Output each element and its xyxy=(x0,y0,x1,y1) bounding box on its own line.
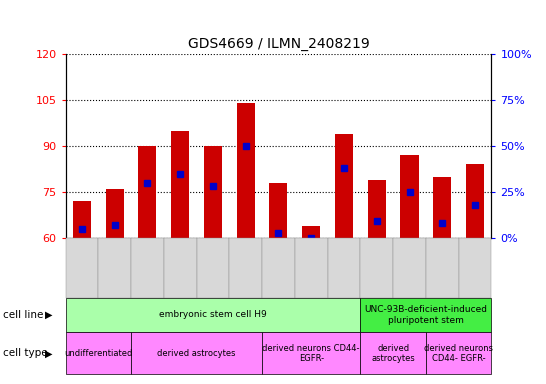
Bar xyxy=(106,189,123,238)
Bar xyxy=(368,180,386,238)
Text: derived neurons
CD44- EGFR-: derived neurons CD44- EGFR- xyxy=(424,344,493,363)
Text: embryonic stem cell H9: embryonic stem cell H9 xyxy=(159,310,267,319)
Bar xyxy=(434,177,452,238)
Text: derived
astrocytes: derived astrocytes xyxy=(371,344,415,363)
Bar xyxy=(204,146,222,238)
Bar xyxy=(139,146,157,238)
Text: cell type: cell type xyxy=(3,348,48,358)
Bar xyxy=(335,134,353,238)
Text: derived astrocytes: derived astrocytes xyxy=(157,349,236,358)
Bar xyxy=(270,183,288,238)
Bar xyxy=(302,226,320,238)
Text: ▶: ▶ xyxy=(45,348,53,358)
Text: ▶: ▶ xyxy=(45,310,53,320)
Title: GDS4669 / ILMN_2408219: GDS4669 / ILMN_2408219 xyxy=(188,37,369,51)
Bar xyxy=(237,103,255,238)
Text: UNC-93B-deficient-induced
pluripotent stem: UNC-93B-deficient-induced pluripotent st… xyxy=(364,305,488,324)
Bar xyxy=(466,164,484,238)
Bar xyxy=(73,201,91,238)
Text: derived neurons CD44-
EGFR-: derived neurons CD44- EGFR- xyxy=(263,344,360,363)
Text: cell line: cell line xyxy=(3,310,43,320)
Text: undifferentiated: undifferentiated xyxy=(64,349,133,358)
Bar xyxy=(171,131,189,238)
Bar xyxy=(401,155,419,238)
